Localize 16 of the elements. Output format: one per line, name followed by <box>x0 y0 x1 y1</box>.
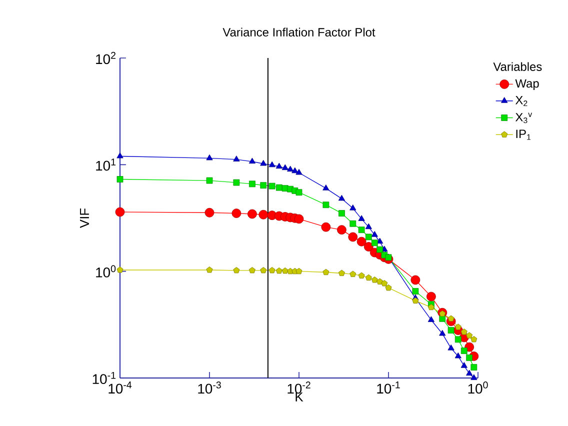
x-axis-title: K <box>296 392 304 402</box>
x-tick-label: 10$^{-4}$ <box>108 382 132 394</box>
y-axis-title: VIF <box>80 208 89 228</box>
legend-label: Wap <box>515 79 539 90</box>
legend-label: IP$_{1}$ <box>516 130 531 140</box>
y-tick-label: 10$^{-1}$ <box>92 372 116 384</box>
legend-title: Variables <box>493 62 542 71</box>
x-tick-label: 10$^{0}$ <box>468 382 488 394</box>
x-tick-label: 10$^{-1}$ <box>377 382 400 394</box>
y-tick-label: 10$^{1}$ <box>96 158 116 171</box>
chart-title: Variance Inflation Factor Plot <box>222 28 376 36</box>
x-tick-label: 10$^{-3}$ <box>198 382 221 394</box>
x-tick-label: 10$^{-2}$ <box>288 382 310 394</box>
legend-label: X$_{2}$ <box>515 96 528 106</box>
y-tick-label: 10$^{2}$ <box>96 52 116 64</box>
y-tick-label: 10$^{0}$ <box>96 265 116 278</box>
